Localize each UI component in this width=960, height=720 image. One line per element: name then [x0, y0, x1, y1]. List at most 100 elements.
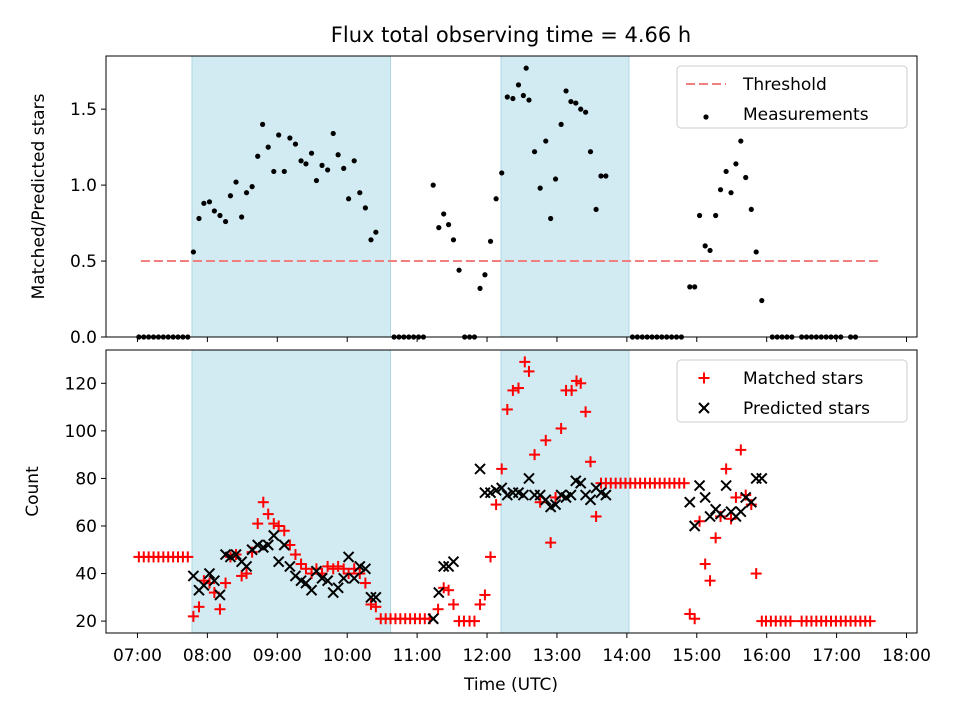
y-axis-label: Matched/Predicted stars	[29, 93, 49, 299]
predicted-star-marker	[214, 589, 226, 601]
marker-stroke	[540, 494, 552, 506]
measurement-point	[456, 267, 462, 273]
matched-star-marker	[699, 558, 711, 570]
marker-stroke	[517, 489, 530, 501]
legend: Threshold Measurements	[676, 65, 908, 129]
measurement-point	[587, 149, 594, 155]
measurement-point	[504, 94, 510, 100]
predicted-star-marker	[720, 479, 732, 492]
predicted-star-marker	[310, 565, 323, 577]
measurement-point	[687, 284, 693, 290]
predicted-star-marker	[540, 494, 552, 506]
measurement-point	[717, 187, 724, 193]
x-tick-label: 10:00	[323, 646, 372, 666]
marker-stroke	[437, 560, 450, 573]
measurement-point	[271, 168, 277, 175]
matched-star-marker	[730, 491, 742, 503]
measurement-point	[598, 173, 604, 179]
predicted-star-marker	[321, 574, 334, 587]
measurement-point	[206, 199, 213, 205]
measurement-point	[583, 109, 589, 115]
legend-predicted-swatch	[698, 402, 710, 414]
measurement-point	[510, 95, 516, 102]
measurement-point	[287, 135, 293, 141]
x-tick-label: 13:00	[532, 646, 581, 666]
matched-star-marker	[507, 384, 519, 396]
measurement-point	[276, 132, 282, 138]
marker-stroke	[268, 529, 280, 542]
matched-star-marker	[193, 601, 205, 613]
measurement-point	[482, 272, 488, 278]
marker-stroke	[565, 489, 577, 501]
marker-stroke	[693, 479, 706, 492]
x-tick-label: 11:00	[393, 646, 442, 666]
measurement-point	[239, 214, 245, 220]
matched-star-marker	[566, 384, 578, 396]
measurement-point	[743, 174, 749, 181]
matched-star-marker	[474, 598, 486, 610]
matched-star-marker	[257, 496, 269, 508]
predicted-star-marker	[693, 479, 706, 492]
marker-stroke	[316, 572, 328, 585]
y-tick-label: 1.0	[70, 176, 97, 196]
matched-star-marker	[529, 449, 541, 461]
matched-star-marker	[187, 610, 199, 622]
matched-star-marker	[236, 570, 248, 582]
measurement-point	[325, 167, 331, 173]
measurement-point	[753, 249, 759, 255]
measurement-point	[351, 158, 357, 164]
matched-star-marker	[784, 615, 796, 627]
matched-star-marker	[322, 560, 334, 572]
predicted-star-marker	[447, 555, 460, 568]
measurement-point	[292, 141, 299, 147]
marker-stroke	[433, 586, 445, 599]
marker-stroke	[284, 560, 296, 573]
matched-star-marker	[545, 537, 557, 549]
predicted-star-marker	[342, 551, 355, 563]
matched-star-marker	[268, 518, 280, 530]
marker-stroke	[745, 496, 758, 508]
matched-star-marker	[182, 551, 194, 563]
measurement-point	[303, 161, 309, 167]
measurement-point	[341, 165, 347, 171]
measurement-point	[362, 205, 368, 211]
measurement-point	[707, 247, 713, 254]
measurement-point	[593, 206, 599, 213]
measurement-point	[217, 212, 223, 219]
predicted-star-marker	[268, 529, 280, 542]
measurement-point	[499, 170, 505, 176]
measurement-point	[281, 168, 287, 175]
marker-stroke	[699, 491, 711, 504]
measurement-point	[260, 121, 266, 127]
matched-star-marker	[750, 568, 762, 580]
measurement-point	[531, 149, 538, 155]
predicted-star-marker	[278, 539, 290, 551]
measurement-point	[558, 121, 564, 127]
measurement-point	[520, 92, 526, 99]
marker-stroke	[704, 510, 716, 523]
matched-star-marker	[864, 615, 876, 627]
matched-star-marker	[490, 499, 502, 511]
marker-stroke	[549, 498, 562, 511]
predicted-star-marker	[348, 572, 360, 585]
predicted-star-marker	[262, 539, 274, 551]
measurement-point	[445, 222, 452, 228]
matched-star-marker	[684, 608, 696, 620]
predicted-star-marker	[300, 577, 312, 589]
measurement-point	[748, 206, 754, 213]
measurement-point	[603, 173, 609, 179]
matched-star-marker	[704, 575, 716, 587]
y-tick-label: 100	[65, 422, 97, 442]
legend-box	[676, 359, 908, 423]
x-tick-label: 16:00	[742, 646, 791, 666]
predicted-star-marker	[517, 489, 530, 501]
marker-stroke	[332, 582, 344, 594]
measurement-point	[211, 208, 217, 214]
measurement-point	[759, 297, 765, 304]
marker-stroke	[214, 589, 226, 601]
marker-stroke	[219, 548, 232, 561]
marker-stroke	[575, 477, 587, 489]
predicted-star-marker	[230, 548, 242, 561]
matched-star-marker	[689, 613, 701, 625]
marker-stroke	[348, 572, 360, 585]
